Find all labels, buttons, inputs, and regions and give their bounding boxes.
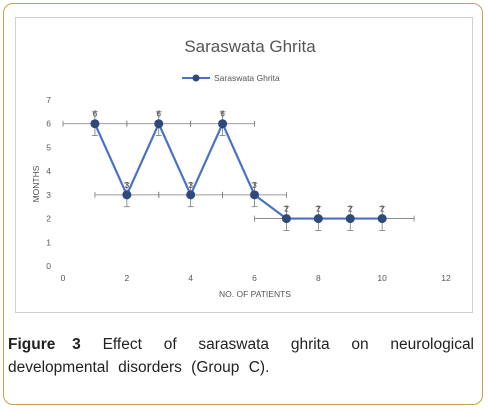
y-tick-label: 7	[46, 95, 51, 105]
y-tick-label: 1	[46, 237, 51, 247]
y-axis-title: MONTHS	[31, 165, 41, 202]
series-line	[93, 122, 383, 220]
y-tick-label: 3	[46, 190, 51, 200]
y-tick-label: 2	[46, 214, 51, 224]
x-tick-label: 4	[188, 273, 193, 283]
line-chart: Saraswata Ghrita Saraswata Ghrita 012345…	[31, 37, 451, 299]
data-point	[250, 190, 259, 200]
y-tick-label: 6	[46, 119, 51, 129]
x-axis: 0 2 4 6 8 10 12	[61, 273, 451, 283]
data-point	[377, 214, 387, 224]
x-tick-label: 0	[61, 273, 66, 283]
figure-caption: Figure 3 Effect of saraswata ghrita on n…	[8, 333, 474, 379]
plot-area: 6 3 6 3 6 3 2 2 2 2	[90, 110, 387, 224]
data-label: 6	[220, 110, 225, 119]
data-point	[90, 119, 100, 129]
data-point	[281, 214, 291, 224]
legend: Saraswata Ghrita	[182, 73, 280, 83]
y-tick-label: 5	[46, 142, 51, 152]
chart-title: Saraswata Ghrita	[184, 37, 316, 56]
data-point	[218, 119, 228, 129]
y-axis: 0 1 2 3 4 5 6 7	[46, 95, 51, 271]
data-point	[186, 190, 196, 200]
data-label: 2	[316, 205, 321, 214]
data-label: 3	[252, 181, 257, 190]
caption-text: Effect of saraswata ghrita on neurologic…	[8, 336, 475, 376]
data-label: 3	[188, 181, 193, 190]
data-label: 2	[284, 205, 289, 214]
data-label: 6	[93, 110, 98, 119]
data-label: 6	[157, 110, 162, 119]
x-tick-label: 6	[252, 273, 257, 283]
legend-label: Saraswata Ghrita	[214, 73, 280, 83]
data-point	[122, 190, 132, 200]
data-point	[154, 119, 164, 129]
data-label: 2	[348, 205, 353, 214]
data-point	[313, 214, 323, 224]
x-tick-label: 12	[441, 273, 451, 283]
x-tick-label: 10	[377, 273, 387, 283]
data-point	[345, 214, 355, 224]
data-label: 3	[125, 181, 130, 190]
data-label: 2	[380, 205, 385, 214]
x-axis-title: NO. OF PATIENTS	[219, 289, 291, 299]
y-tick-label: 0	[46, 261, 51, 271]
y-tick-label: 4	[46, 166, 51, 176]
caption-label: Figure 3	[8, 336, 81, 353]
x-tick-label: 8	[316, 273, 321, 283]
x-tick-label: 2	[124, 273, 129, 283]
legend-marker	[192, 74, 200, 82]
